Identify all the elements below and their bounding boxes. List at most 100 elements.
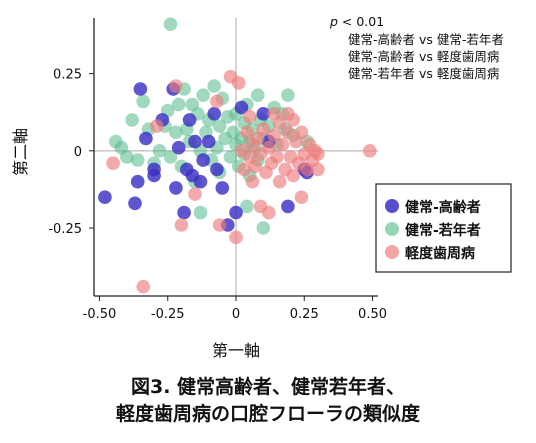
point-young <box>223 150 238 164</box>
point-periodontal <box>256 122 271 136</box>
point-elderly <box>171 140 186 155</box>
point-periodontal <box>272 174 287 189</box>
point-elderly <box>256 107 271 121</box>
point-young <box>163 150 178 164</box>
legend-marker-young <box>385 222 399 236</box>
point-elderly <box>139 131 153 146</box>
point-young <box>193 205 208 220</box>
point-elderly <box>201 134 216 149</box>
significance-annotation: p < 0.01 健常-高齢者 vs 健常-若年者 健常-高齢者 vs 軽度歯周… <box>329 14 504 81</box>
point-elderly <box>128 196 142 211</box>
point-periodontal <box>106 156 120 170</box>
comparison-line-3: 健常-若年者 vs 軽度歯周病 <box>348 66 499 81</box>
point-elderly <box>281 199 295 214</box>
point-periodontal <box>281 125 295 140</box>
x-axis-label: 第一軸 <box>212 341 260 360</box>
x-axis-ticks: -0.50 -0.25 0 0.25 0.50 <box>83 296 387 322</box>
x-tick-label: 0 <box>232 307 240 322</box>
point-elderly <box>147 162 161 177</box>
point-young <box>281 88 295 102</box>
figure-caption-line-1: 図3. 健常高齢者、健常若年者、 <box>130 376 406 398</box>
figure-caption-line-2: 軽度歯周病の口腔フローラの類似度 <box>115 403 420 425</box>
point-periodontal <box>311 147 325 161</box>
point-young <box>207 79 221 93</box>
point-young <box>136 94 150 109</box>
scatter-plot: -0.50 -0.25 0 0.25 0.50 0.25 0 -0.25 第一軸 第二軸 p… <box>11 14 512 360</box>
point-young <box>120 150 134 164</box>
x-tick-label: -0.25 <box>151 307 185 322</box>
point-elderly <box>169 181 183 195</box>
legend-marker-periodontal <box>385 245 399 259</box>
point-periodontal <box>286 168 301 183</box>
point-periodontal <box>136 279 150 294</box>
point-periodontal <box>210 94 224 109</box>
svg-text:p < 0.01: p < 0.01 <box>329 14 384 29</box>
point-elderly <box>210 162 224 177</box>
y-tick-label: -0.25 <box>48 222 82 237</box>
point-periodontal <box>270 150 284 164</box>
p-value: < 0.01 <box>338 14 384 29</box>
point-elderly <box>130 174 145 189</box>
point-periodontal <box>275 137 290 152</box>
point-periodontal <box>267 107 282 121</box>
point-elderly <box>177 205 191 220</box>
point-periodontal <box>294 190 309 204</box>
point-periodontal <box>363 144 377 158</box>
point-elderly <box>133 82 148 96</box>
point-periodontal <box>237 162 251 177</box>
point-young <box>125 113 139 127</box>
point-young <box>212 119 227 133</box>
point-periodontal <box>262 140 276 155</box>
point-young <box>130 153 145 167</box>
point-periodontal <box>294 125 309 140</box>
point-elderly <box>207 107 221 121</box>
point-periodontal <box>240 125 254 140</box>
point-elderly <box>182 113 197 127</box>
y-tick-label: 0 <box>74 145 82 160</box>
point-periodontal <box>229 230 243 245</box>
point-young <box>152 144 167 158</box>
x-tick-label: 0.50 <box>358 307 387 322</box>
y-tick-label: 0.25 <box>53 68 82 83</box>
x-tick-label: 0.25 <box>290 307 319 322</box>
point-elderly <box>98 190 112 204</box>
point-periodontal <box>169 79 183 93</box>
point-periodontal <box>150 119 164 133</box>
point-periodontal <box>262 205 276 220</box>
point-young <box>240 199 254 214</box>
y-axis-label: 第二軸 <box>11 128 30 176</box>
y-axis-ticks: 0.25 0 -0.25 <box>48 68 94 237</box>
point-periodontal <box>267 128 282 143</box>
point-periodontal <box>311 162 325 177</box>
point-young <box>250 88 265 102</box>
comparison-line-2: 健常-高齢者 vs 軽度歯周病 <box>348 49 499 64</box>
legend-label-young: 健常-若年者 <box>405 222 481 239</box>
point-elderly <box>215 181 230 195</box>
p-symbol: p <box>329 14 338 29</box>
point-periodontal <box>242 110 257 124</box>
comparison-line-1: 健常-高齢者 vs 健常-若年者 <box>348 32 504 47</box>
point-young <box>169 125 183 140</box>
point-periodontal <box>231 76 246 90</box>
data-points <box>98 17 377 294</box>
point-periodontal <box>174 218 189 232</box>
point-periodontal <box>188 187 202 201</box>
point-elderly <box>234 100 249 115</box>
point-young <box>163 17 178 32</box>
point-young <box>196 88 210 102</box>
legend: 健常-高齢者 健常-若年者 軽度歯周病 <box>375 183 512 273</box>
point-periodontal <box>281 107 295 121</box>
point-periodontal <box>245 174 260 189</box>
point-periodontal <box>248 159 262 174</box>
point-elderly <box>188 134 202 149</box>
point-elderly <box>193 174 208 189</box>
point-periodontal <box>212 218 227 232</box>
legend-label-elderly: 健常-高齢者 <box>405 199 481 216</box>
x-tick-label: -0.50 <box>83 307 117 322</box>
point-young <box>171 97 186 112</box>
legend-marker-elderly <box>385 199 399 213</box>
point-young <box>256 221 271 235</box>
legend-label-periodontal: 軽度歯周病 <box>405 245 475 262</box>
point-elderly <box>196 153 210 167</box>
point-elderly <box>229 205 243 220</box>
